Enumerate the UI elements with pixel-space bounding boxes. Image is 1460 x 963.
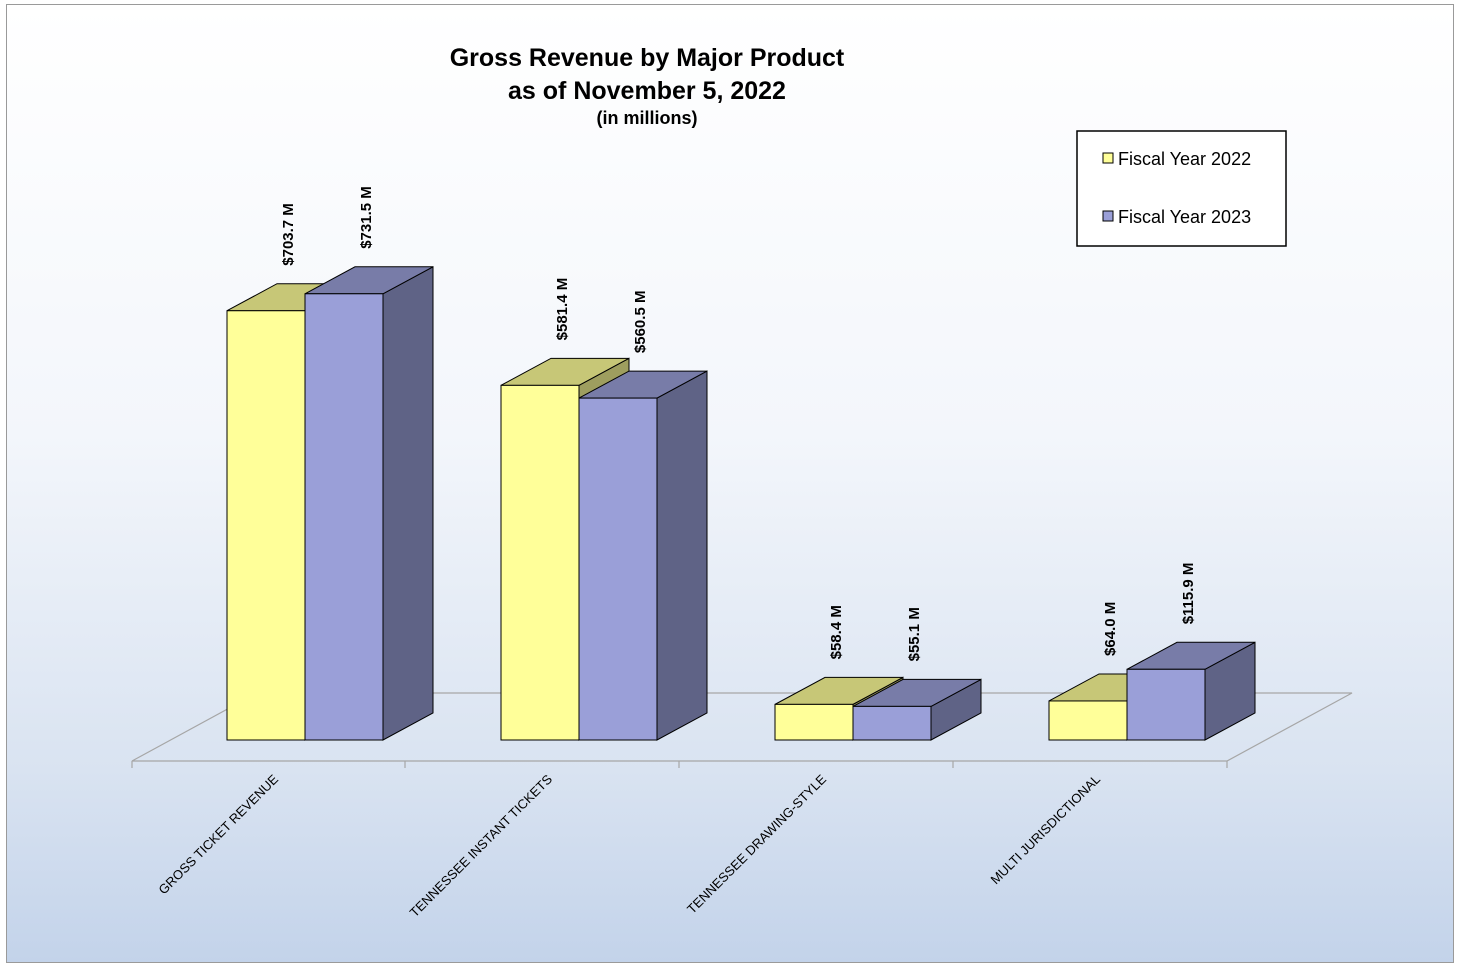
bar-fy2023-3 [1126,641,1256,741]
bar-front-face [1126,668,1206,741]
bar-front-face [774,703,854,741]
category-label: TENNESSEE INSTANT TICKETS [407,771,556,920]
floor-plane [131,692,1353,762]
data-label: $581.4 M [554,278,571,341]
category-labels-group: GROSS TICKET REVENUE TENNESSEE INSTANT TI… [155,771,1103,920]
bar-side-face [656,370,708,741]
chart-units-note: (in millions) [597,108,698,128]
bar-front-face [1048,700,1128,741]
bar-front-face [500,384,580,741]
legend-label-fy2023: Fiscal Year 2023 [1118,207,1251,227]
bar-front-face [578,397,658,741]
data-label: $55.1 M [906,607,923,661]
chart-title: Gross Revenue by Major Product [450,44,845,72]
bar-side-face [382,265,434,741]
chart-subtitle: as of November 5, 2022 [508,77,786,105]
data-label: $731.5 M [358,186,375,249]
legend-swatch-fy2022 [1102,152,1114,164]
legend-label-fy2022: Fiscal Year 2022 [1118,149,1251,169]
data-label: $703.7 M [280,203,297,266]
category-label: GROSS TICKET REVENUE [155,771,281,897]
bar-fy2023-2 [852,678,982,741]
bar-fy2023-1 [578,370,708,741]
data-label: $560.5 M [632,291,649,354]
data-labels-group: $703.7 M $731.5 M $581.4 M $560.5 M $58.4 M $… [280,186,1197,661]
bars-group [226,265,1256,741]
category-label: MULTI JURISDICTIONAL [987,772,1103,888]
bar-fy2023-0 [304,265,434,741]
data-label: $58.4 M [828,605,845,659]
bar-front-face [226,310,306,741]
bar-front-face [852,705,932,741]
chart-floor [131,692,1353,768]
chart-svg: Gross Revenue by Major Product as of Nov… [131,44,1353,920]
legend-box [1076,130,1287,247]
legend-swatch-fy2023 [1102,210,1114,222]
category-label: TENNESSEE DRAWING-STYLE [684,771,829,916]
data-label: $64.0 M [1102,602,1119,656]
bar-front-face [304,293,384,741]
legend: Fiscal Year 2022 Fiscal Year 2023 [1076,130,1287,247]
chart-frame: Gross Revenue by Major Product as of Nov… [6,4,1454,963]
data-label: $115.9 M [1180,563,1197,625]
